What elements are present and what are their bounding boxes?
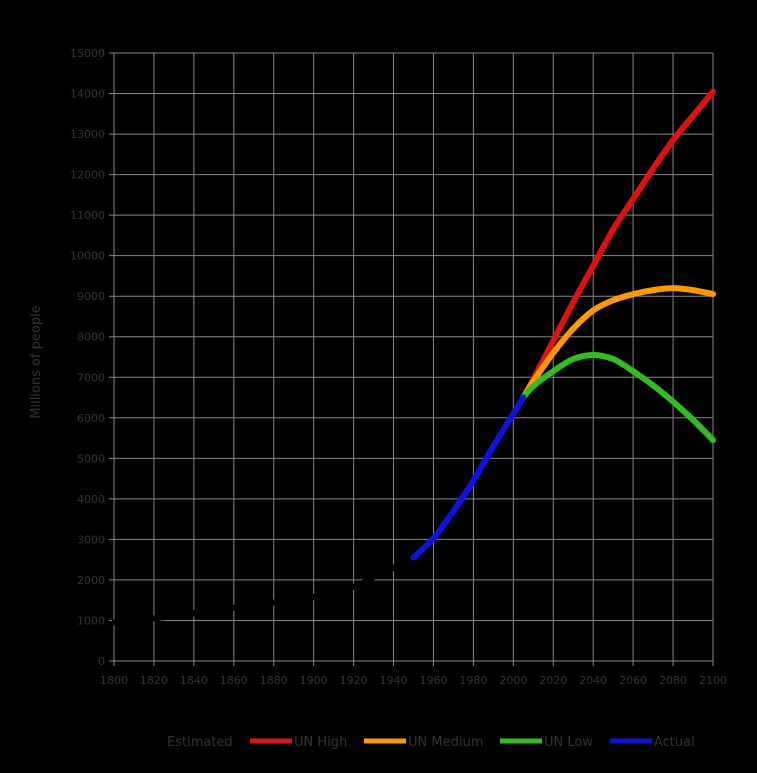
y-tick-label: 8000	[77, 331, 105, 344]
y-axis-ticks: 0 1000 2000 3000 4000 5000 6000 7000 8000 9000 100…	[70, 47, 105, 668]
x-tick-label: 2040	[579, 674, 607, 687]
y-tick-label: 14000	[70, 88, 105, 101]
y-tick-label: 15000	[70, 47, 105, 60]
y-tick-label: 0	[98, 655, 105, 668]
x-tick-label: 1940	[380, 674, 408, 687]
y-tick-label: 9000	[77, 290, 105, 303]
series-line-3	[520, 351, 716, 444]
x-tick-label: 2080	[659, 674, 687, 687]
x-tick-label: 1800	[100, 674, 128, 687]
x-tick-label: 2060	[619, 674, 647, 687]
series-line-0	[111, 554, 417, 626]
y-tick-label: 11000	[70, 209, 105, 222]
legend-label-0: Estimated	[167, 735, 233, 750]
series-lines	[111, 88, 716, 626]
legend-label-3: UN Low	[544, 735, 593, 750]
series-line-1	[520, 88, 716, 401]
y-tick-label: 13000	[70, 128, 105, 141]
x-tick-label: 1840	[180, 674, 208, 687]
series-line-4	[410, 394, 527, 561]
x-tick-label: 1920	[340, 674, 368, 687]
x-tick-label: 1880	[260, 674, 288, 687]
x-tick-label: 1900	[300, 674, 328, 687]
x-tick-label: 1860	[220, 674, 248, 687]
y-tick-label: 3000	[77, 533, 105, 546]
y-tick-label: 2000	[77, 574, 105, 587]
y-axis-label: Millions of people	[29, 305, 44, 419]
legend-label-2: UN Medium	[408, 735, 483, 750]
grid	[109, 52, 714, 666]
legend-label-1: UN High	[294, 735, 347, 750]
legend: Estimated UN High UN Medium UN Low Actual	[123, 735, 695, 750]
x-tick-label: 1820	[140, 674, 168, 687]
x-tick-label: 1960	[419, 674, 447, 687]
y-tick-label: 10000	[70, 250, 105, 263]
x-axis-ticks: 1800 1820 1840 1860 1880 1900 1920 1940 1960 1980…	[100, 674, 727, 687]
y-tick-label: 1000	[77, 614, 105, 627]
y-tick-label: 12000	[70, 169, 105, 182]
series-line-2	[520, 285, 716, 401]
x-tick-label: 2000	[499, 674, 527, 687]
y-tick-label: 4000	[77, 493, 105, 506]
y-tick-label: 6000	[77, 412, 105, 425]
y-tick-label: 5000	[77, 452, 105, 465]
x-tick-label: 2100	[699, 674, 727, 687]
x-tick-label: 2020	[539, 674, 567, 687]
x-tick-label: 1980	[459, 674, 487, 687]
legend-label-4: Actual	[654, 735, 695, 750]
y-tick-label: 7000	[77, 371, 105, 384]
